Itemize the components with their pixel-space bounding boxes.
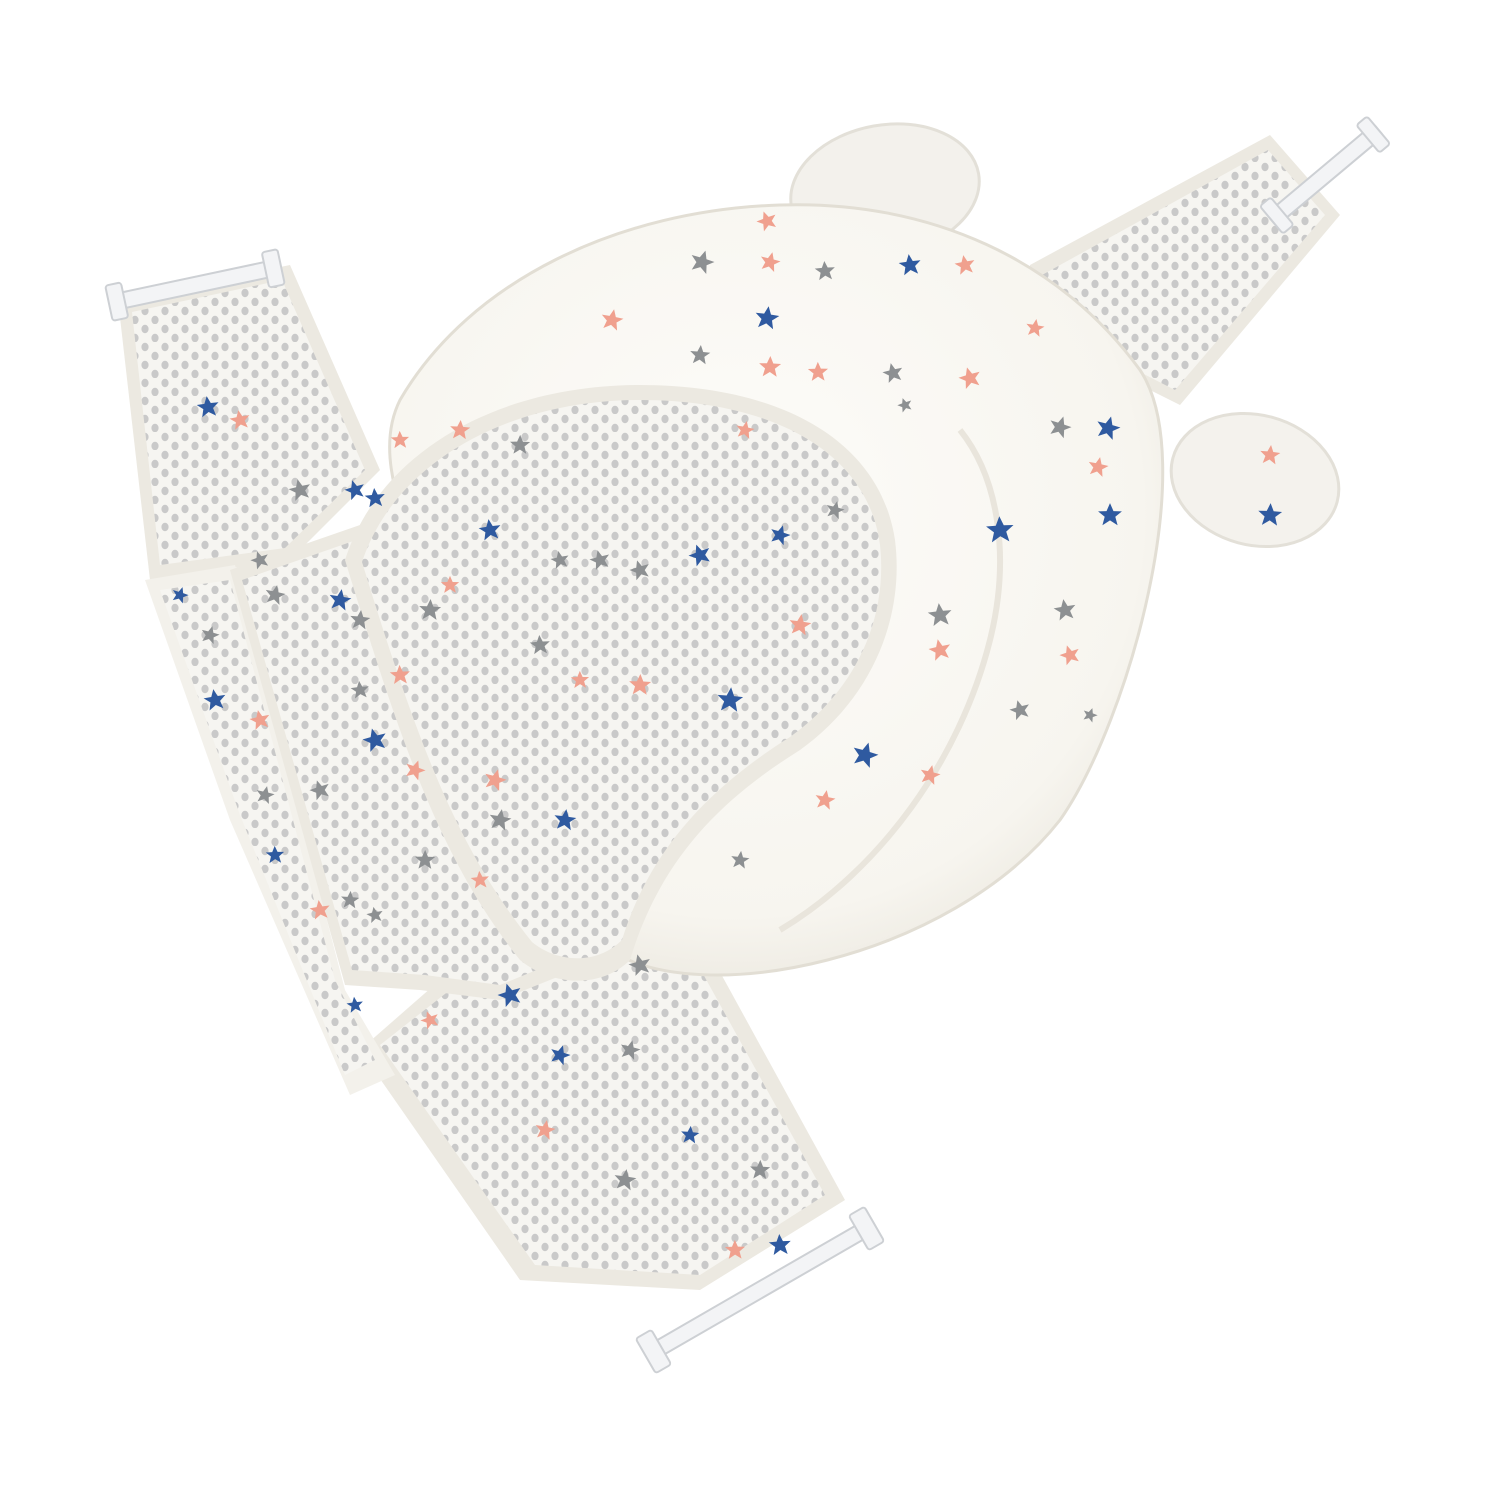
back-mesh-panel <box>345 385 897 981</box>
hook-clips <box>104 116 1390 1374</box>
hook-clip-icon <box>104 248 286 322</box>
hook-clip-icon <box>1260 116 1390 234</box>
hook-clip-icon <box>635 1206 885 1374</box>
